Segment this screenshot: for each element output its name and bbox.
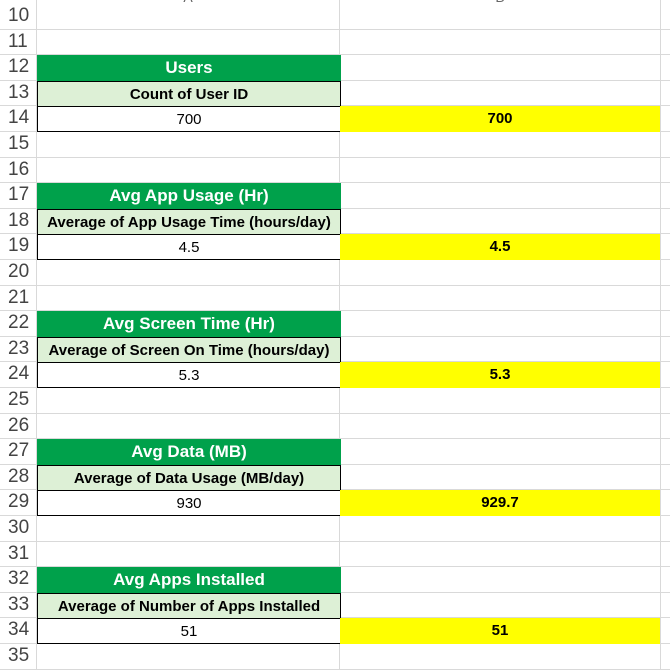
row-gridline xyxy=(0,310,670,311)
row-header[interactable]: 28 xyxy=(8,466,30,487)
row-header[interactable]: 25 xyxy=(8,389,30,410)
column-header-a[interactable]: A xyxy=(37,0,339,9)
row-gridline xyxy=(0,438,670,439)
row-gridline xyxy=(0,413,670,414)
metric-label-cell[interactable]: Average of Screen On Time (hours/day) xyxy=(37,337,341,363)
calculated-value-cell[interactable]: 929.7 xyxy=(340,490,660,516)
row-header[interactable]: 15 xyxy=(8,133,30,154)
metric-label-cell[interactable]: Count of User ID xyxy=(37,81,341,107)
row-gridline xyxy=(0,54,670,55)
row-header[interactable]: 32 xyxy=(8,568,30,589)
row-header[interactable]: 24 xyxy=(8,363,30,384)
row-header[interactable]: 16 xyxy=(8,159,30,180)
row-header[interactable]: 35 xyxy=(8,645,30,666)
metric-value-cell[interactable]: 700 xyxy=(37,106,341,132)
row-header[interactable]: 11 xyxy=(8,31,28,52)
row-gridline xyxy=(0,182,670,183)
section-title-cell[interactable]: Avg App Usage (Hr) xyxy=(37,183,341,209)
column-gridline xyxy=(36,0,37,670)
section-title-cell[interactable]: Avg Data (MB) xyxy=(37,439,341,465)
calculated-value-cell[interactable]: 51 xyxy=(340,618,660,644)
metric-label-cell[interactable]: Average of Number of Apps Installed xyxy=(37,593,341,619)
row-header[interactable]: 12 xyxy=(8,56,30,77)
row-header[interactable]: 33 xyxy=(8,594,30,615)
metric-value-cell[interactable]: 5.3 xyxy=(37,362,341,388)
calculated-value-cell[interactable]: 5.3 xyxy=(340,362,660,388)
column-gridline xyxy=(660,0,661,670)
row-header[interactable]: 23 xyxy=(8,338,30,359)
row-header[interactable]: 34 xyxy=(8,619,30,640)
row-gridline xyxy=(0,285,670,286)
section-title-cell[interactable]: Avg Screen Time (Hr) xyxy=(37,311,341,337)
row-header[interactable]: 30 xyxy=(8,517,30,538)
metric-label-cell[interactable]: Average of App Usage Time (hours/day) xyxy=(37,209,341,235)
column-header-b[interactable]: B xyxy=(340,0,660,9)
row-gridline xyxy=(0,541,670,542)
metric-label-cell[interactable]: Average of Data Usage (MB/day) xyxy=(37,465,341,491)
row-header[interactable]: 10 xyxy=(8,5,30,26)
metric-value-cell[interactable]: 930 xyxy=(37,490,341,516)
row-header[interactable]: 17 xyxy=(8,184,30,205)
row-header[interactable]: 19 xyxy=(8,235,30,256)
row-header[interactable]: 13 xyxy=(8,82,30,103)
row-header[interactable]: 21 xyxy=(8,287,30,308)
calculated-value-cell[interactable]: 4.5 xyxy=(340,234,660,260)
row-header[interactable]: 29 xyxy=(8,491,30,512)
row-gridline xyxy=(0,29,670,30)
row-header[interactable]: 22 xyxy=(8,312,30,333)
row-header[interactable]: 18 xyxy=(8,210,30,231)
row-header[interactable]: 14 xyxy=(8,107,30,128)
row-header[interactable]: 20 xyxy=(8,261,30,282)
row-gridline xyxy=(0,157,670,158)
row-header[interactable]: 27 xyxy=(8,440,30,461)
metric-value-cell[interactable]: 51 xyxy=(37,618,341,644)
row-gridline xyxy=(0,566,670,567)
row-header[interactable]: 26 xyxy=(8,415,30,436)
section-title-cell[interactable]: Avg Apps Installed xyxy=(37,567,341,593)
metric-value-cell[interactable]: 4.5 xyxy=(37,234,341,260)
calculated-value-cell[interactable]: 700 xyxy=(340,106,660,132)
row-header[interactable]: 31 xyxy=(8,543,30,564)
section-title-cell[interactable]: Users xyxy=(37,55,341,81)
